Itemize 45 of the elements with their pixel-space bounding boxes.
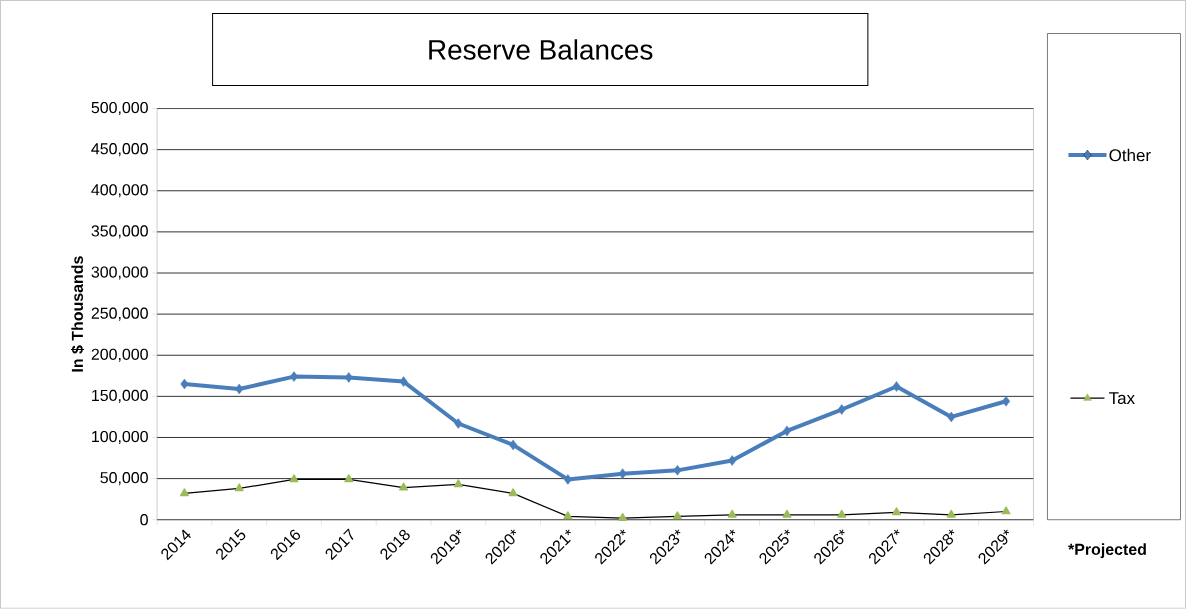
point bbox=[782, 509, 792, 518]
point bbox=[453, 479, 463, 488]
y-tick-label: 50,000 bbox=[100, 472, 148, 486]
y-tick-label: 0 bbox=[140, 514, 148, 526]
y-tick-label: 450,000 bbox=[91, 143, 148, 157]
point bbox=[180, 378, 189, 390]
y-tick-label: 300,000 bbox=[91, 266, 148, 280]
y-tick-label: 150,000 bbox=[92, 389, 148, 404]
point bbox=[508, 488, 518, 497]
y-axis-title: In $ Thousands bbox=[71, 256, 85, 372]
point bbox=[509, 439, 518, 451]
point bbox=[727, 509, 737, 518]
point bbox=[563, 474, 572, 485]
point bbox=[672, 511, 682, 520]
y-tick-label: 500,000 bbox=[91, 102, 148, 116]
text: *Projected bbox=[1068, 543, 1146, 559]
point bbox=[892, 507, 902, 516]
point bbox=[1002, 396, 1011, 407]
point bbox=[399, 482, 409, 491]
point bbox=[454, 418, 463, 429]
y-tick-label: 350,000 bbox=[91, 225, 148, 239]
point bbox=[728, 455, 737, 466]
point bbox=[1001, 506, 1011, 515]
point bbox=[289, 474, 299, 483]
y-tick-label: 100,000 bbox=[92, 431, 148, 445]
point bbox=[618, 513, 628, 522]
legend-label: Tax bbox=[1109, 392, 1135, 405]
point bbox=[399, 376, 408, 387]
y-tick-label: 250,000 bbox=[91, 307, 148, 321]
y-tick-label: 400,000 bbox=[91, 184, 148, 198]
point bbox=[946, 509, 956, 518]
point bbox=[235, 383, 244, 395]
point bbox=[179, 488, 189, 497]
legend-label: Other bbox=[1109, 148, 1151, 162]
point bbox=[892, 381, 901, 392]
point bbox=[947, 411, 956, 423]
point bbox=[837, 509, 847, 518]
point bbox=[344, 474, 354, 483]
point bbox=[673, 465, 682, 476]
y-tick-label: 200,000 bbox=[91, 348, 148, 362]
point bbox=[563, 511, 573, 520]
point bbox=[234, 483, 244, 492]
point bbox=[837, 404, 846, 415]
chart-title: Reserve Balances bbox=[429, 39, 653, 60]
point bbox=[782, 425, 791, 437]
